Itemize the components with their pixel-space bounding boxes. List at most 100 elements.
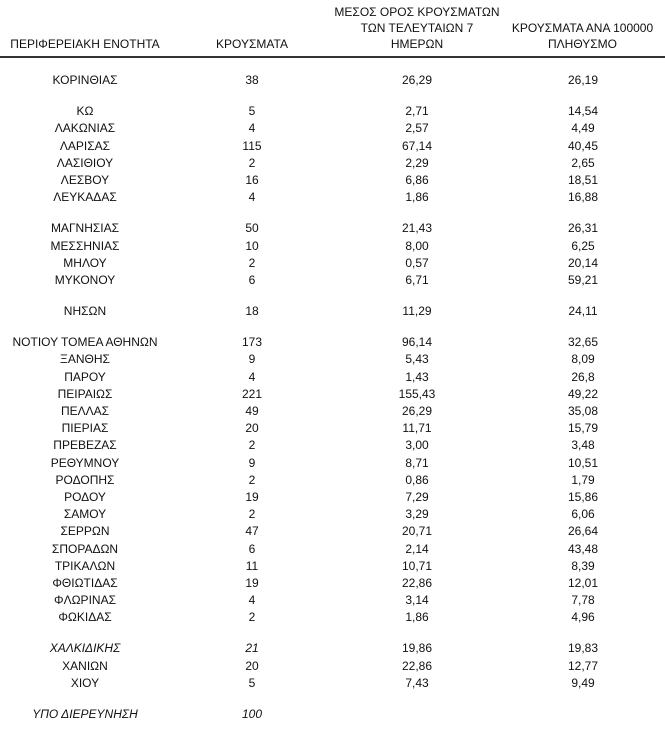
cell-cases: 4	[248, 593, 256, 608]
cell-per100k: 35,08	[567, 404, 599, 418]
cell-per100k: 24,11	[568, 304, 598, 319]
cell-per100k: 15,79	[567, 421, 599, 436]
cell-per100k: 12,77	[567, 658, 599, 673]
header-avg7: ΜΕΣΟΣ ΟΡΟΣ ΚΡΟΥΣΜΑΤΩΝ ΤΩΝ ΤΕΛΕΥΤΑΙΩΝ 7 Η…	[330, 4, 504, 52]
cell-per100k: 18,51	[567, 172, 599, 187]
cell-cases: 2	[248, 155, 256, 170]
table-row: ΛΑΣΙΘΙΟΥ 2 2,29 2,65	[0, 155, 665, 172]
cell-cases: 47	[245, 524, 259, 539]
header-cases: ΚΡΟΥΣΜΑΤΑ	[216, 37, 288, 51]
cell-region: ΧΑΝΙΩΝ	[62, 658, 108, 673]
cell-region: ΦΛΩΡΙΝΑΣ	[54, 593, 116, 608]
cell-avg7: 2,71	[405, 104, 429, 119]
table-row: ΜΕΣΣΗΝΙΑΣ 10 8,00 6,25	[0, 238, 665, 255]
header-region: ΠΕΡΙΦΕΡΕΙΑΚΗ ΕΝΟΤΗΤΑ	[10, 37, 160, 51]
cell-region: ΠΡΕΒΕΖΑΣ	[53, 438, 117, 453]
cell-region: ΞΑΝΘΗΣ	[60, 352, 110, 367]
cell-cases: 4	[248, 369, 256, 384]
cell-cases: 2	[248, 507, 256, 522]
cell-per100k: 8,09	[571, 352, 595, 367]
cell-avg7: 3,29	[405, 507, 429, 522]
table-row: ΤΡΙΚΑΛΩΝ 11 10,71 8,39	[0, 558, 665, 575]
cell-avg7: 155,43	[398, 386, 436, 401]
cell-avg7: 7,43	[405, 675, 429, 690]
cell-per100k: 8,39	[571, 558, 595, 573]
cell-per100k: 20,14	[567, 255, 599, 270]
cell-cases: 115	[242, 138, 262, 153]
table-row: ΠΕΛΛΑΣ 49 26,29 35,08	[0, 403, 665, 420]
cell-region: ΚΩ	[76, 104, 94, 119]
table-header: ΠΕΡΙΦΕΡΕΙΑΚΗ ΕΝΟΤΗΤΑ ΚΡΟΥΣΜΑΤΑ ΜΕΣΟΣ ΟΡΟ…	[0, 0, 665, 58]
cell-region: ΠΙΕΡΙΑΣ	[61, 421, 109, 436]
cell-avg7: 3,14	[405, 593, 429, 608]
cell-region: ΡΟΔΟΠΗΣ	[55, 472, 115, 487]
table-row: ΣΑΜΟΥ 2 3,29 6,06	[0, 506, 665, 523]
cell-cases: 21	[245, 641, 259, 656]
cell-cases: 11	[245, 558, 259, 573]
cell-cases: 6	[248, 272, 256, 287]
cell-cases: 2	[248, 610, 256, 625]
cell-avg7: 19,86	[401, 641, 433, 656]
cell-cases: 100	[241, 707, 263, 721]
cell-per100k: 10,51	[567, 455, 599, 470]
cell-avg7: 0,57	[405, 255, 429, 270]
cell-avg7: 22,86	[401, 658, 433, 673]
group-spacer	[0, 89, 665, 103]
group-spacer	[0, 320, 665, 334]
cell-cases: 19	[245, 489, 259, 504]
cell-region: ΠΑΡΟΥ	[64, 369, 106, 384]
table-row: ΧΙΟΥ 5 7,43 9,49	[0, 675, 665, 692]
cell-per100k: 12,01	[567, 575, 599, 590]
header-avg7-line1: ΜΕΣΟΣ ΟΡΟΣ ΚΡΟΥΣΜΑΤΩΝ	[334, 5, 500, 19]
cell-region: ΛΑΚΩΝΙΑΣ	[54, 121, 116, 136]
cell-avg7: 2,57	[405, 121, 429, 136]
cell-cases: 2	[248, 438, 256, 453]
table-row: ΡΕΘΥΜΝΟΥ 9 8,71 10,51	[0, 455, 665, 472]
cell-region: ΡΟΔΟΥ	[64, 489, 106, 504]
cell-per100k: 7,78	[571, 593, 595, 608]
cell-region: ΡΕΘΥΜΝΟΥ	[50, 455, 120, 470]
cell-cases: 173	[241, 335, 263, 350]
cell-region: ΣΑΜΟΥ	[63, 507, 107, 522]
cell-avg7: 26,29	[401, 73, 433, 87]
table-row: ΡΟΔΟΥ 19 7,29 15,86	[0, 489, 665, 506]
cell-avg7: 1,86	[405, 190, 429, 205]
table-row: ΛΕΥΚΑΔΑΣ 4 1,86 16,88	[0, 189, 665, 206]
cell-region: ΠΕΛΛΑΣ	[60, 404, 110, 418]
table-row: ΚΩ 5 2,71 14,54	[0, 103, 665, 120]
cell-avg7: 3,00	[405, 438, 429, 453]
table-body: ΚΟΡΙΝΘΙΑΣ 38 26,29 26,19 ΚΩ 5 2,71 14,54 ΛΑΚΩΝΙΑ…	[0, 72, 665, 723]
table-row: ΡΟΔΟΠΗΣ 2 0,86 1,79	[0, 472, 665, 489]
cell-avg7: 21,43	[401, 221, 433, 236]
cell-avg7: 1,86	[405, 610, 429, 625]
table-row: ΝΗΣΩΝ 18 11,29 24,11	[0, 303, 665, 320]
cell-region: ΣΕΡΡΩΝ	[60, 524, 110, 539]
table-row: ΠΡΕΒΕΖΑΣ 2 3,00 3,48	[0, 437, 665, 454]
cell-region: ΠΕΙΡΑΙΩΣ	[57, 386, 113, 401]
cell-region: ΜΕΣΣΗΝΙΑΣ	[50, 238, 120, 253]
cell-per100k: 26,64	[567, 524, 599, 539]
cell-avg7: 20,71	[401, 524, 433, 539]
cell-per100k: 4,96	[571, 610, 595, 625]
cell-avg7: 7,29	[405, 489, 429, 504]
cell-region: ΝΟΤΙΟΥ ΤΟΜΕΑ ΑΘΗΝΩΝ	[12, 335, 158, 350]
cell-cases: 5	[248, 104, 256, 119]
cell-cases: 20	[245, 658, 259, 673]
cell-cases: 6	[248, 541, 256, 556]
cell-region: ΚΟΡΙΝΘΙΑΣ	[52, 73, 118, 87]
cell-cases: 4	[248, 190, 256, 205]
cell-cases: 9	[248, 352, 256, 367]
cell-cases: 2	[248, 472, 256, 487]
cell-cases: 4	[248, 121, 256, 136]
cell-per100k: 3,48	[571, 438, 595, 453]
cell-region: ΝΗΣΩΝ	[63, 304, 107, 319]
cell-region: ΛΑΡΙΣΑΣ	[59, 138, 111, 153]
cell-per100k: 40,45	[567, 138, 599, 153]
cell-per100k: 43,48	[567, 541, 599, 556]
cell-per100k: 2,65	[571, 155, 595, 170]
table-row: ΥΠΟ ΔΙΕΡΕΥΝΗΣΗ 100	[0, 706, 665, 723]
cell-avg7: 10,71	[401, 558, 433, 573]
table-row: ΠΕΙΡΑΙΩΣ 221 155,43 49,22	[0, 386, 665, 403]
group-spacer	[0, 626, 665, 640]
cell-cases: 38	[245, 73, 259, 87]
